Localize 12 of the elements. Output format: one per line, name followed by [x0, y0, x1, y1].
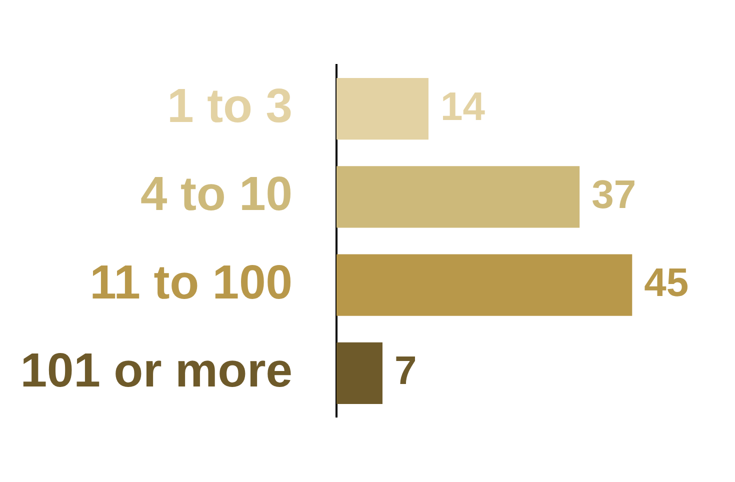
data-label: 14: [440, 84, 486, 129]
data-label: 37: [592, 172, 636, 217]
data-label: 45: [644, 261, 689, 306]
y-tick-label: 4 to 10: [140, 168, 292, 222]
y-tick-label: 11 to 100: [90, 256, 292, 310]
bar: [336, 166, 580, 228]
bar: [336, 78, 428, 140]
data-label: 7: [394, 349, 417, 394]
bar: [336, 254, 632, 316]
y-tick-label: 1 to 3: [167, 80, 292, 134]
bar: [336, 342, 382, 404]
y-tick-label: 101 or more: [20, 344, 292, 398]
